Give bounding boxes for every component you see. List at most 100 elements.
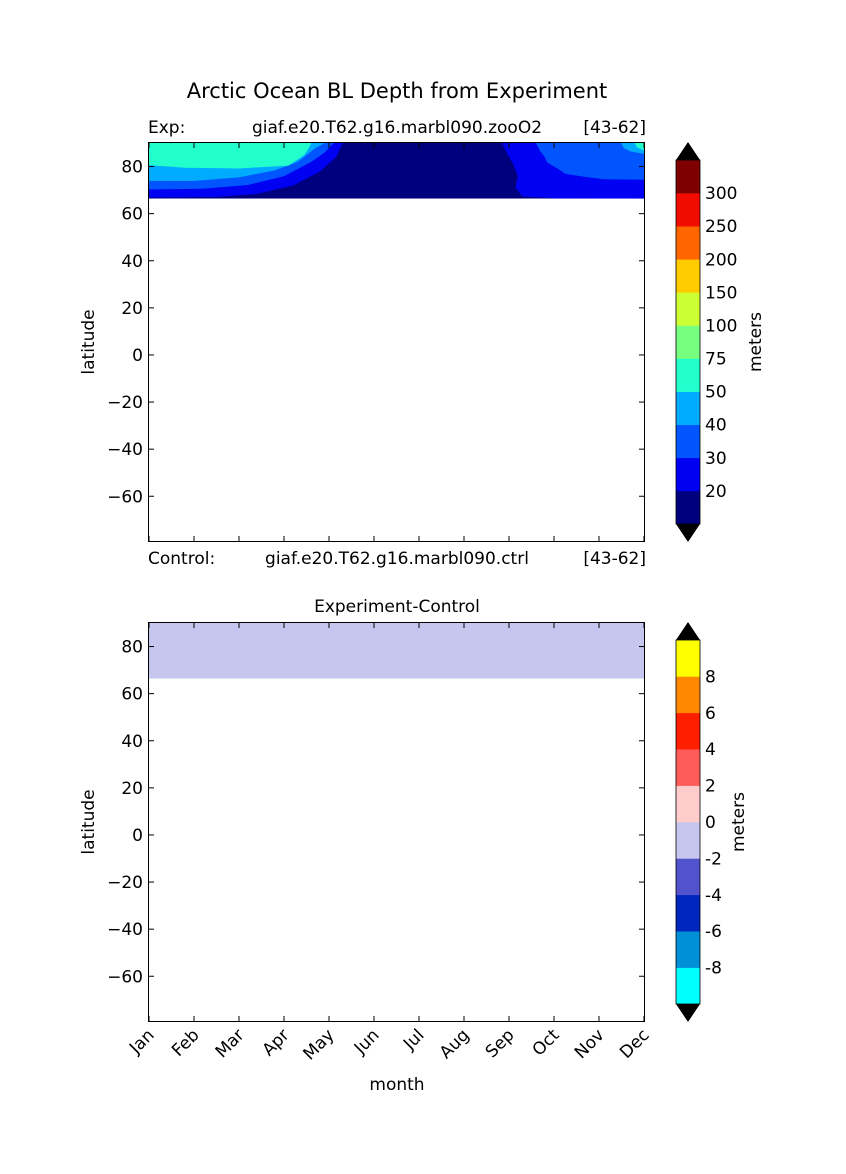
experiment-ytick-label: 20 bbox=[121, 299, 143, 319]
ctrl-label: Control: bbox=[148, 549, 215, 569]
experiment-colorbar-swatch-0 bbox=[676, 490, 700, 525]
experiment-colorbar-swatch-6 bbox=[676, 292, 700, 326]
experiment-colorbar-swatch-5 bbox=[676, 325, 700, 359]
experiment-ytick-label: 80 bbox=[121, 158, 143, 178]
experiment-ytick-label: 60 bbox=[121, 205, 143, 225]
experiment-colorbar-swatch-8 bbox=[676, 226, 700, 260]
experiment-colorbar-label: meters bbox=[746, 312, 766, 372]
difference-contour-fill bbox=[148, 622, 645, 679]
experiment-contour-fill bbox=[148, 142, 645, 199]
ctrl-years: [43-62] bbox=[583, 549, 646, 569]
difference-colorbar-tick-label: 8 bbox=[705, 667, 716, 687]
experiment-colorbar-tick-label: 30 bbox=[705, 449, 727, 469]
experiment-colorbar: 20 30 40 50 75 100 150 200 250 300 bbox=[675, 142, 737, 542]
exp-years: [43-62] bbox=[583, 118, 646, 138]
difference-colorbar-tick-label: -4 bbox=[705, 886, 722, 906]
difference-ytick-label: 80 bbox=[121, 638, 143, 658]
difference-colorbar-swatch-9 bbox=[676, 640, 700, 677]
difference-colorbar-swatch-7 bbox=[676, 712, 700, 750]
difference-colorbar-swatch-5 bbox=[676, 785, 700, 823]
exp-case: giaf.e20.T62.g16.marbl090.zooO2 bbox=[252, 118, 542, 138]
difference-ytick-label: 0 bbox=[132, 826, 143, 846]
difference-colorbar-tick-label: -2 bbox=[705, 849, 722, 869]
difference-colorbar-tick-label: -8 bbox=[705, 959, 722, 979]
difference-axes-frame bbox=[148, 622, 645, 1022]
difference-colorbar-tick-label: 2 bbox=[705, 777, 716, 797]
experiment-colorbar-tick-label: 150 bbox=[705, 283, 737, 303]
difference-colorbar-swatch-0 bbox=[676, 967, 700, 1005]
figure-title: Arctic Ocean BL Depth from Experiment bbox=[187, 79, 608, 103]
experiment-ytick-label: −40 bbox=[107, 440, 143, 460]
difference-colorbar-extend-min bbox=[676, 1004, 700, 1022]
experiment-axes-frame bbox=[148, 142, 645, 542]
difference-colorbar-swatch-4 bbox=[676, 822, 700, 859]
experiment-colorbar-tick-label: 50 bbox=[705, 383, 727, 403]
difference-colorbar-swatch-6 bbox=[676, 749, 700, 786]
month-tick-label: Jun bbox=[350, 1025, 384, 1059]
experiment-colorbar-tick-label: 20 bbox=[705, 482, 727, 502]
ctrl-case: giaf.e20.T62.g16.marbl090.ctrl bbox=[265, 549, 529, 569]
experiment-colorbar-tick-label: 300 bbox=[705, 184, 737, 204]
experiment-colorbar-tick-label: 40 bbox=[705, 416, 727, 436]
experiment-colorbar-swatch-1 bbox=[676, 457, 700, 492]
experiment-ytick-label: −20 bbox=[107, 393, 143, 413]
month-tick-label: Oct bbox=[529, 1025, 564, 1060]
difference-colorbar-frame bbox=[675, 639, 701, 1005]
difference-colorbar-tick-label: 6 bbox=[705, 704, 716, 724]
difference-colorbar-extend-max bbox=[676, 622, 700, 640]
month-tick-label: Apr bbox=[259, 1025, 294, 1060]
month-tick-label: Sep bbox=[482, 1025, 519, 1062]
difference-colorbar-swatch-1 bbox=[676, 931, 700, 968]
difference-colorbar: -8 -6 -4 -2 0 2 4 6 8 bbox=[675, 622, 722, 1022]
month-tick-label: May bbox=[300, 1025, 339, 1064]
experiment-colorbar-swatch-7 bbox=[676, 259, 700, 293]
difference-colorbar-tick-label: -6 bbox=[705, 922, 722, 942]
month-tick-label: Dec bbox=[616, 1025, 653, 1062]
experiment-colorbar-swatch-3 bbox=[676, 391, 700, 426]
difference-colorbar-swatch-2 bbox=[676, 894, 700, 932]
difference-xlabel: month bbox=[369, 1075, 424, 1095]
difference-ylabel: latitude bbox=[79, 789, 99, 854]
experiment-colorbar-tick-label: 250 bbox=[705, 217, 737, 237]
experiment-colorbar-tick-label: 75 bbox=[705, 350, 727, 370]
experiment-ytick-label: 0 bbox=[132, 346, 143, 366]
month-tick-label: Mar bbox=[212, 1025, 249, 1062]
difference-colorbar-label: meters bbox=[729, 792, 749, 852]
experiment-colorbar-swatch-10 bbox=[676, 160, 700, 194]
experiment-contour-level-2-region-4 bbox=[535, 142, 645, 180]
difference-ytick-label: −20 bbox=[107, 873, 143, 893]
diff-panel-title: Experiment-Control bbox=[314, 597, 480, 617]
experiment-colorbar-extend-min bbox=[676, 524, 700, 542]
experiment-axis-ticks: 80 60 40 20 0 −20 −40 −60 bbox=[107, 143, 645, 541]
difference-ytick-label: 20 bbox=[121, 779, 143, 799]
experiment-colorbar-extend-max bbox=[676, 142, 700, 160]
experiment-colorbar-frame bbox=[675, 159, 701, 525]
difference-colorbar-swatch-8 bbox=[676, 676, 700, 714]
month-tick-label: Feb bbox=[168, 1025, 203, 1060]
experiment-colorbar-swatch-4 bbox=[676, 358, 700, 392]
difference-ytick-label: 60 bbox=[121, 685, 143, 705]
experiment-colorbar-tick-label: 100 bbox=[705, 316, 737, 336]
exp-label: Exp: bbox=[148, 118, 185, 138]
experiment-contour-level-4-region-7 bbox=[148, 142, 312, 169]
experiment-colorbar-swatch-9 bbox=[676, 193, 700, 227]
difference-ytick-label: −40 bbox=[107, 920, 143, 940]
difference-colorbar-tick-label: 4 bbox=[705, 740, 716, 760]
experiment-ytick-label: −60 bbox=[107, 487, 143, 507]
month-tick-label: Aug bbox=[436, 1025, 474, 1063]
difference-ytick-label: −60 bbox=[107, 967, 143, 987]
difference-axis-ticks: 80 60 40 20 0 −20 −40 −60 Jan Feb Mar Apr May Jun Jul A… bbox=[107, 623, 654, 1064]
experiment-ylabel: latitude bbox=[79, 309, 99, 374]
difference-contour-level-4-region-0 bbox=[148, 622, 645, 679]
difference-colorbar-swatch-3 bbox=[676, 858, 700, 896]
month-tick-label: Jul bbox=[399, 1025, 428, 1054]
experiment-colorbar-tick-label: 200 bbox=[705, 250, 737, 270]
difference-colorbar-tick-label: 0 bbox=[705, 813, 716, 833]
month-tick-label: Jan bbox=[125, 1025, 158, 1058]
difference-ytick-label: 40 bbox=[121, 732, 143, 752]
experiment-colorbar-swatch-2 bbox=[676, 424, 700, 459]
experiment-ytick-label: 40 bbox=[121, 252, 143, 272]
